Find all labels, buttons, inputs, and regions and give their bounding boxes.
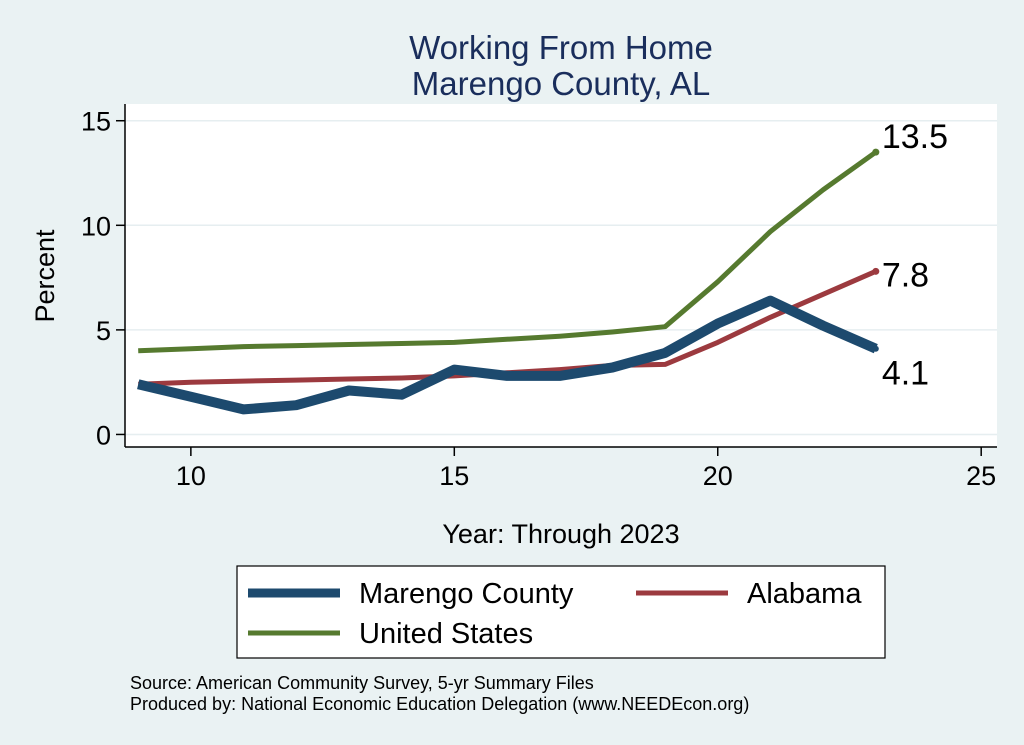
x-tick-label-15: 15 <box>439 461 469 491</box>
y-tick-label-0: 0 <box>96 420 111 450</box>
gridlines <box>125 119 997 436</box>
end-label-marengo-county: 4.1 <box>882 355 929 393</box>
series-line-marengo-county <box>137 295 878 415</box>
legend-box <box>236 565 886 659</box>
series-endpoint-marengo-county <box>872 345 879 352</box>
source-line: Source: American Community Survey, 5-yr … <box>130 673 594 693</box>
x-tick-label-25: 25 <box>966 461 996 491</box>
legend-label-marengo-county: Marengo County <box>359 578 574 610</box>
produced-by-line: Produced by: National Economic Education… <box>130 694 749 714</box>
plot-area <box>125 104 997 447</box>
y-tick-label-5: 5 <box>96 316 111 346</box>
x-axis-label: Year: Through 2023 <box>442 519 679 549</box>
x-tick-label-10: 10 <box>176 461 206 491</box>
end-label-united-states: 13.5 <box>882 118 948 156</box>
chart-title-line-2: Marengo County, AL <box>412 65 710 102</box>
chart-title-line-1: Working From Home <box>409 29 713 66</box>
end-labels: 4.1 7.8 13.5 <box>882 118 948 393</box>
y-axis-label: Percent <box>30 229 60 323</box>
y-axis-ticks: 0 5 10 15 <box>81 107 125 450</box>
legend-label-united-states: United States <box>359 618 533 650</box>
series-layer <box>137 148 880 415</box>
series-endpoint-united-states <box>872 148 880 156</box>
x-axis-ticks: 10 15 20 25 <box>176 447 996 491</box>
series-line-united-states <box>138 150 878 354</box>
y-tick-label-15: 15 <box>81 107 111 137</box>
legend-label-alabama: Alabama <box>747 578 862 610</box>
y-tick-label-10: 10 <box>81 211 111 241</box>
end-label-alabama: 7.8 <box>882 256 929 294</box>
x-tick-label-20: 20 <box>703 461 733 491</box>
series-endpoint-alabama <box>872 267 880 275</box>
